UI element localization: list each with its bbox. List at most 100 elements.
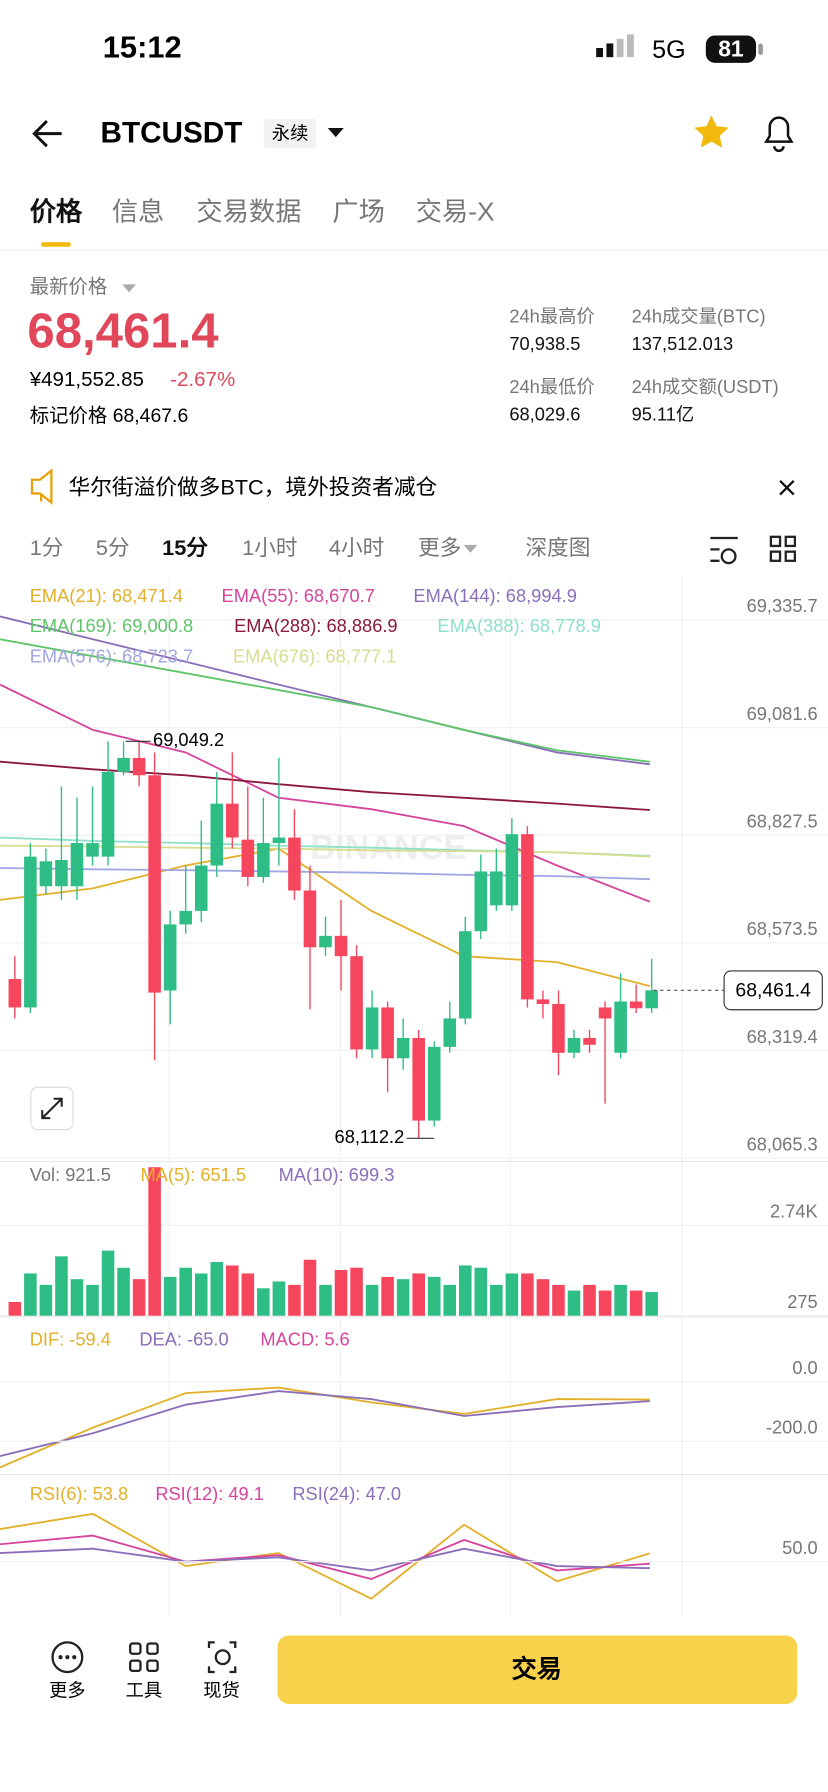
clock: 15:12 xyxy=(103,29,182,64)
interval[interactable]: 15分 xyxy=(162,535,208,560)
indicator-legend: DEA: -65.0 xyxy=(139,1329,228,1350)
candle-body xyxy=(536,999,550,1005)
interval[interactable]: 1小时 xyxy=(242,535,297,560)
volume-bar xyxy=(365,1284,379,1316)
candle-body xyxy=(629,1001,643,1009)
indicator-line xyxy=(0,683,651,903)
tab[interactable]: 交易-X xyxy=(416,197,495,227)
volume-bar xyxy=(210,1262,224,1316)
bottom-item[interactable]: 更多 xyxy=(49,1679,86,1700)
candle-body xyxy=(163,924,177,991)
volume-legend: MA(5): 651.5 xyxy=(140,1164,246,1185)
indicator-legend: DIF: -59.4 xyxy=(30,1329,111,1350)
osc-lines xyxy=(0,1386,651,1600)
spot-icon[interactable] xyxy=(207,1641,237,1674)
volume-bar xyxy=(148,1167,161,1316)
volume-bar xyxy=(194,1273,208,1316)
back-button[interactable] xyxy=(32,120,62,148)
bottom-item[interactable]: 工具 xyxy=(126,1679,163,1700)
volume-bar xyxy=(288,1284,301,1316)
indicator-line xyxy=(0,1390,650,1457)
symbol-dropdown[interactable] xyxy=(327,127,344,138)
y-tick-label: 0.0 xyxy=(792,1357,817,1378)
tab[interactable]: 交易数据 xyxy=(196,197,301,227)
candle-body xyxy=(614,1001,627,1053)
stat-label: 24h成交量(BTC) xyxy=(632,305,766,326)
ema-legend: EMA(676): 68,777.1 xyxy=(233,646,396,667)
indicator-line xyxy=(0,847,651,987)
bell[interactable] xyxy=(764,116,794,152)
ema-legend: EMA(21): 68,471.4 xyxy=(30,585,183,606)
y-tick-label: 69,335.7 xyxy=(747,595,818,616)
price-tag-label: 68,461.4 xyxy=(735,980,811,1002)
favorite-star[interactable] xyxy=(694,115,729,148)
y-tick-label: 275 xyxy=(787,1291,817,1312)
tools-icon[interactable] xyxy=(129,1642,159,1673)
change: -2.67% xyxy=(170,368,235,391)
candle-body xyxy=(194,865,208,911)
volume-bar xyxy=(536,1279,550,1316)
candle-body xyxy=(303,890,317,948)
volume-bar xyxy=(474,1267,488,1316)
volume-bar xyxy=(334,1270,348,1316)
tab[interactable]: 信息 xyxy=(112,197,165,227)
candle-body xyxy=(598,1007,612,1019)
interval[interactable]: 深度图 xyxy=(525,535,590,560)
indicator-legend: RSI(12): 49.1 xyxy=(155,1483,264,1504)
stat-label: 24h成交额(USDT) xyxy=(632,376,779,397)
y-tick-label: 50.0 xyxy=(782,1537,818,1558)
interval[interactable]: 4小时 xyxy=(329,535,384,560)
last-price-label: 最新价格 xyxy=(30,276,108,298)
last-price: 68,461.4 xyxy=(27,305,219,359)
volume-bar xyxy=(117,1267,130,1316)
tab[interactable]: 广场 xyxy=(332,197,385,227)
candle-body xyxy=(645,990,658,1009)
volume-bar xyxy=(303,1259,317,1316)
volume-bar xyxy=(272,1281,286,1316)
cny-price: ¥491,552.85 xyxy=(29,368,144,391)
symbol[interactable]: BTCUSDT xyxy=(101,117,243,150)
trade-button[interactable] xyxy=(277,1635,798,1705)
tab[interactable]: 价格 xyxy=(30,197,83,227)
candle-body xyxy=(365,1007,379,1050)
stat-value: 68,029.6 xyxy=(509,404,580,425)
interval[interactable]: 5分 xyxy=(96,535,130,560)
stat-value: 137,512.013 xyxy=(632,333,734,354)
stat-label: 24h最高价 xyxy=(509,305,594,326)
bottom-item[interactable]: 现货 xyxy=(203,1679,240,1700)
caret xyxy=(122,284,136,293)
candle-body xyxy=(412,1037,425,1121)
indicator-legend: RSI(24): 47.0 xyxy=(292,1483,401,1504)
volume-bar xyxy=(55,1256,68,1316)
interval[interactable]: 1分 xyxy=(30,535,64,560)
candle-body xyxy=(86,843,99,857)
close-announcement[interactable] xyxy=(779,480,795,496)
candle-body xyxy=(257,843,270,877)
network: 5G xyxy=(652,36,685,64)
candle-body xyxy=(8,979,22,1008)
more-icon[interactable] xyxy=(51,1641,84,1674)
volume-bar xyxy=(8,1302,22,1316)
candle-body xyxy=(443,1018,457,1047)
layout-icon[interactable] xyxy=(769,535,797,562)
candle-body xyxy=(226,803,239,838)
indicator-legend: RSI(6): 53.8 xyxy=(30,1483,128,1504)
indicator-line xyxy=(0,1386,650,1469)
interval[interactable]: 更多 xyxy=(418,535,461,560)
announcement[interactable]: 华尔街溢价做多BTC，境外投资者减仓 xyxy=(69,475,438,500)
candle-body xyxy=(117,757,130,772)
indicator-icon[interactable] xyxy=(710,536,738,565)
candle-body xyxy=(319,935,332,948)
volume-bar xyxy=(490,1284,503,1316)
low-label: 68,112.2 xyxy=(335,1126,405,1147)
volume-bar xyxy=(629,1290,643,1316)
contract-tag: 永续 xyxy=(272,123,309,144)
volume-bar xyxy=(598,1290,612,1316)
candle-body xyxy=(381,1007,394,1059)
ema-legend: EMA(288): 68,886.9 xyxy=(234,615,397,636)
volume-bar xyxy=(39,1284,53,1316)
volume-bar xyxy=(241,1273,255,1316)
candle-body xyxy=(583,1037,596,1045)
volume-bar xyxy=(552,1284,565,1316)
